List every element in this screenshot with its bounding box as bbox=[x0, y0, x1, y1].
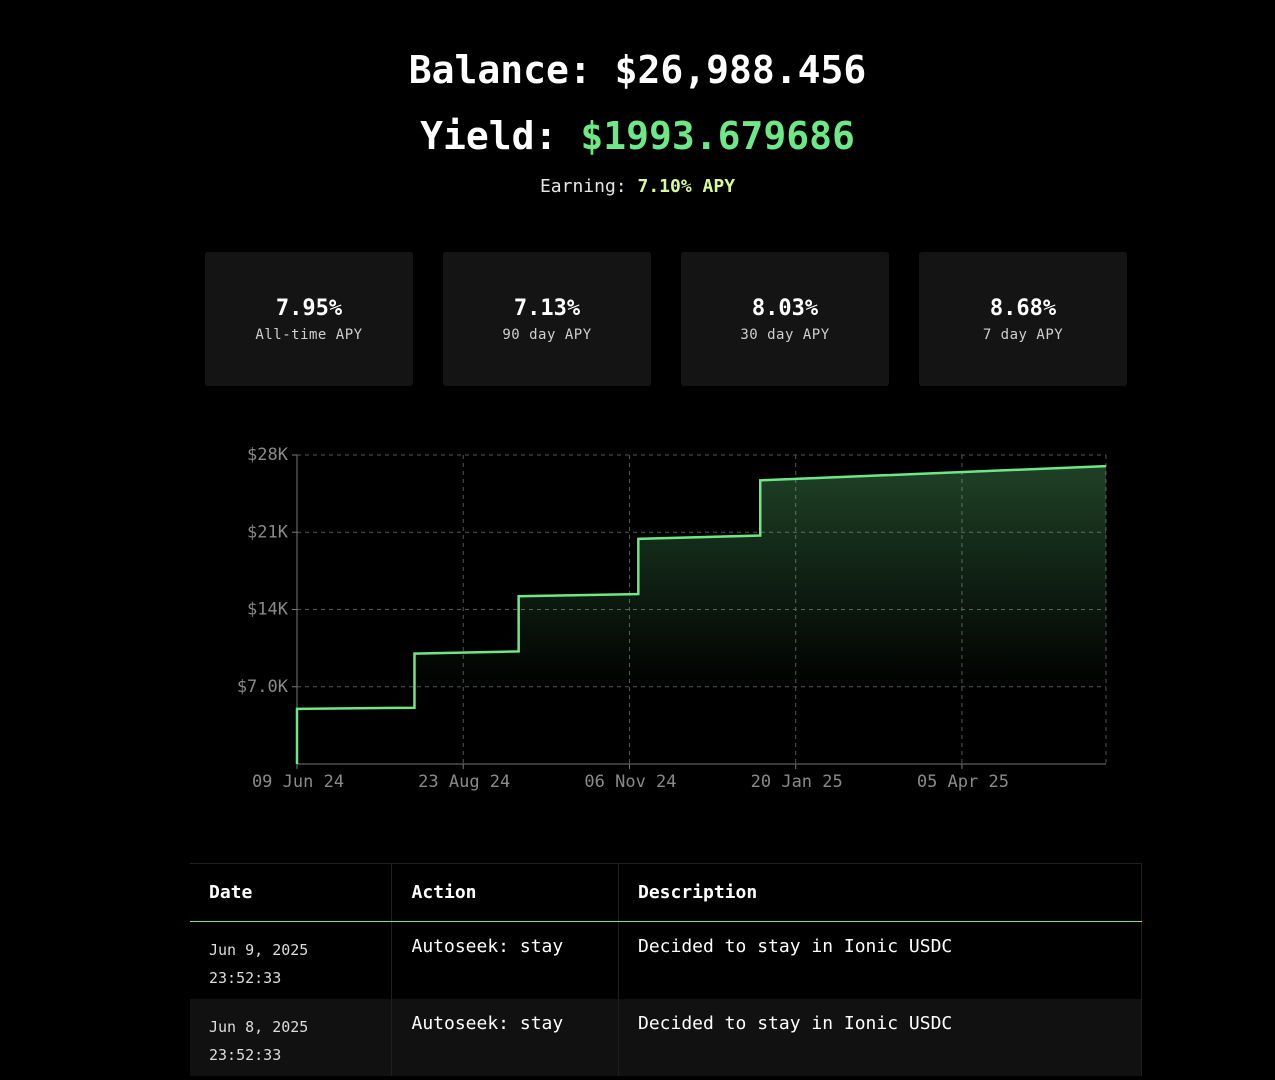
y-tick-label: $7.0K bbox=[237, 677, 289, 697]
date: Jun 9, 2025 bbox=[209, 941, 309, 959]
x-tick-label: 05 Apr 25 bbox=[917, 772, 1009, 792]
stat-value: 8.03% bbox=[751, 296, 819, 321]
earning-line: Earning: 7.10% APY bbox=[0, 176, 1275, 197]
x-tick-label: 06 Nov 24 bbox=[584, 772, 676, 792]
balance-label: Balance: bbox=[408, 48, 592, 92]
description-cell: Decided to stay in Ionic USDC bbox=[618, 921, 1143, 999]
column-header: Date bbox=[190, 863, 393, 922]
x-tick-label: 23 Aug 24 bbox=[418, 772, 510, 792]
yield-label: Yield: bbox=[420, 114, 558, 158]
balance-value: $26,988.456 bbox=[614, 48, 867, 92]
stat-card: 7.13% 90 day APY bbox=[443, 252, 651, 386]
stat-value: 8.68% bbox=[989, 296, 1057, 321]
stat-card: 8.03% 30 day APY bbox=[681, 252, 889, 386]
stat-value: 7.95% bbox=[275, 296, 343, 321]
activity-table: Date Action Description Jun 9, 2025 23:52:3… bbox=[190, 863, 1143, 1076]
earning-value: 7.10% APY bbox=[637, 176, 736, 197]
column-header: Description bbox=[618, 863, 1143, 922]
y-tick-label: $21K bbox=[247, 522, 289, 542]
balance-line: Balance: $26,988.456 bbox=[0, 48, 1275, 92]
area bbox=[297, 466, 1106, 764]
y-tick-label: $28K bbox=[247, 445, 289, 465]
stat-card: 7.95% All-time APY bbox=[205, 252, 413, 386]
yield-value: $1993.679686 bbox=[580, 114, 855, 158]
stat-label: 7 day APY bbox=[982, 327, 1064, 343]
table-row: Jun 8, 2025 23:52:33 Autoseek: stay Decided… bbox=[190, 999, 1143, 1076]
chart: $7.0K $14K $21K $28K 09 Jun 24 23 Aug 24 06 No… bbox=[237, 445, 1107, 792]
action-cell: Autoseek: stay bbox=[391, 921, 619, 999]
line bbox=[295, 464, 1107, 764]
time: 23:52:33 bbox=[209, 969, 282, 987]
stat-label: 30 day APY bbox=[740, 327, 830, 343]
earning-label: Earning: bbox=[539, 176, 627, 197]
stat-value: 7.13% bbox=[513, 296, 581, 321]
stat-label: 90 day APY bbox=[502, 327, 592, 343]
description-cell: Decided to stay in Ionic USDC bbox=[618, 999, 1143, 1076]
table-row: Jun 9, 2025 23:52:33 Autoseek: stay Decided… bbox=[190, 921, 1143, 999]
stat-label: All-time APY bbox=[255, 327, 363, 343]
action-cell: Autoseek: stay bbox=[391, 999, 619, 1076]
column-header: Action bbox=[391, 863, 619, 922]
stat-card: 8.68% 7 day APY bbox=[919, 252, 1127, 386]
time: 23:52:33 bbox=[209, 1046, 282, 1064]
date-cell: Jun 9, 2025 23:52:33 bbox=[190, 921, 393, 999]
x-tick-label: 20 Jan 25 bbox=[751, 772, 843, 792]
table-body: Jun 9, 2025 23:52:33 Autoseek: stay Decided… bbox=[190, 921, 1143, 1076]
date-cell: Jun 8, 2025 23:52:33 bbox=[190, 999, 393, 1076]
date: Jun 8, 2025 bbox=[209, 1018, 309, 1036]
table-header: Date Action Description bbox=[190, 863, 1143, 922]
yield-line: Yield: $1993.679686 bbox=[0, 114, 1275, 158]
y-tick-label: $14K bbox=[247, 600, 289, 620]
x-tick-label: 09 Jun 24 bbox=[252, 772, 344, 792]
